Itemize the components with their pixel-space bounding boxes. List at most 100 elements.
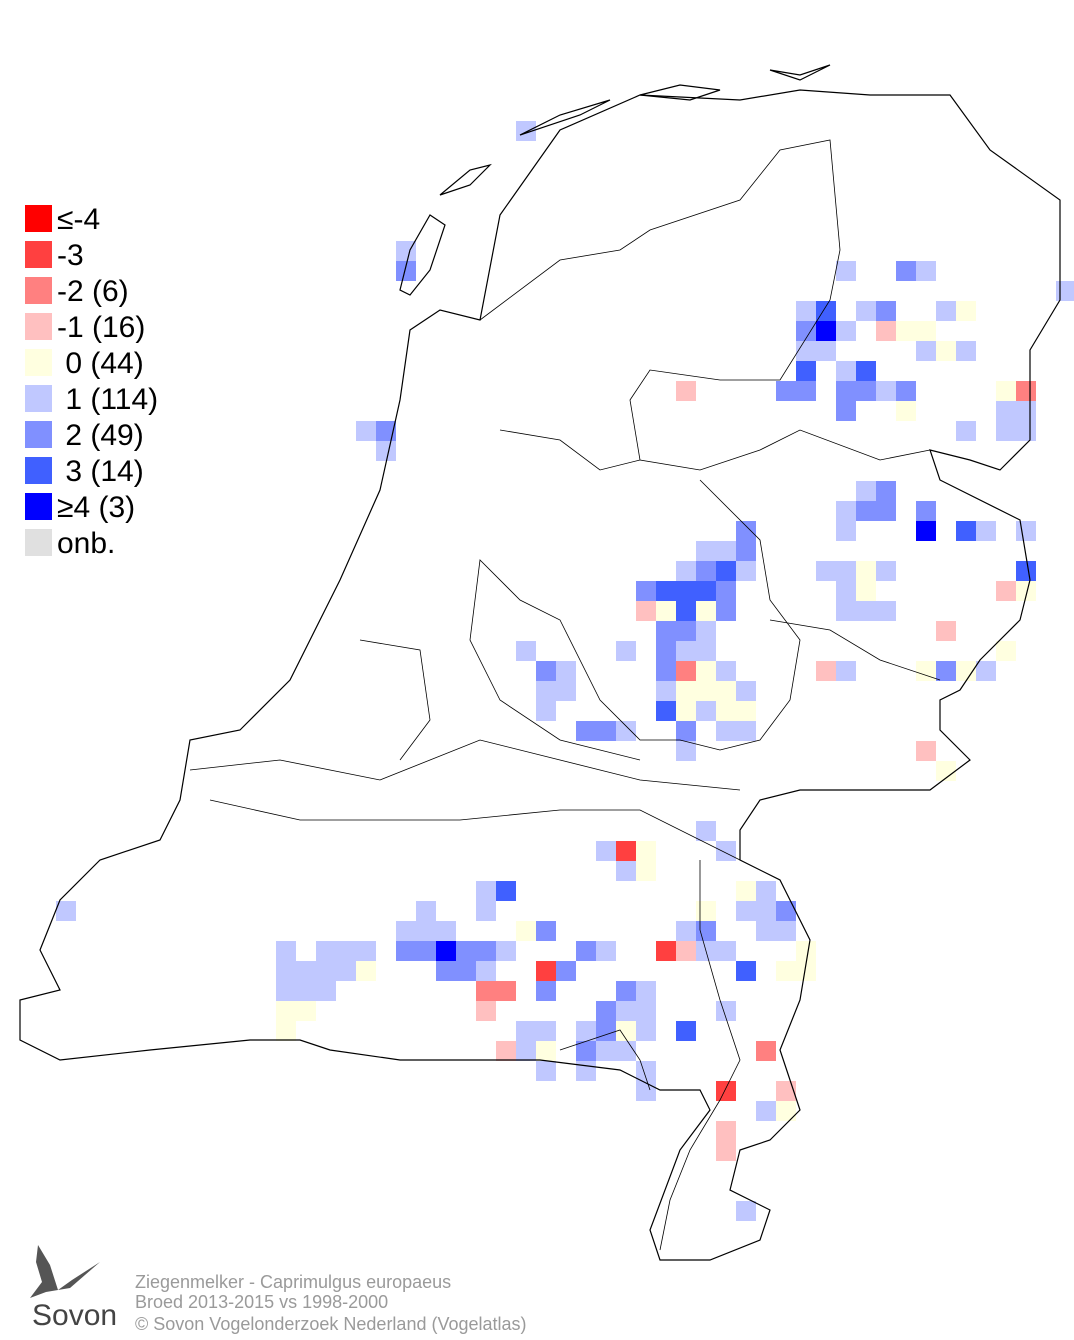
grid-cell	[816, 301, 836, 321]
grid-cell	[636, 981, 656, 1001]
grid-cell	[796, 961, 816, 981]
grid-cell	[736, 881, 756, 901]
legend-label: 0 (44)	[57, 347, 144, 380]
grid-cell	[876, 481, 896, 501]
grid-cell	[676, 921, 696, 941]
grid-cell	[696, 681, 716, 701]
grid-cell	[896, 261, 916, 281]
grid-cell	[716, 1141, 736, 1161]
grid-cell	[676, 381, 696, 401]
grid-cell	[856, 481, 876, 501]
grid-cell	[916, 661, 936, 681]
grid-cell	[836, 581, 856, 601]
grid-cell	[276, 961, 296, 981]
grid-cell	[796, 301, 816, 321]
grid-cell	[376, 421, 396, 441]
grid-cell	[936, 661, 956, 681]
grid-cell	[736, 541, 756, 561]
grid-cell	[996, 401, 1016, 421]
grid-cell	[856, 581, 876, 601]
grid-cell	[676, 941, 696, 961]
grid-cell	[456, 961, 476, 981]
grid-cell	[616, 641, 636, 661]
grid-cell	[616, 981, 636, 1001]
grid-cell	[996, 581, 1016, 601]
grid-cell	[716, 721, 736, 741]
legend-label: -3	[57, 239, 84, 272]
grid-cell	[1016, 581, 1036, 601]
legend-swatch	[25, 385, 52, 412]
grid-cell	[836, 381, 856, 401]
grid-cell	[276, 941, 296, 961]
grid-cell	[776, 1081, 796, 1101]
grid-cell	[676, 641, 696, 661]
grid-cell	[876, 601, 896, 621]
grid-cell	[796, 361, 816, 381]
grid-cell	[896, 381, 916, 401]
island	[519, 99, 611, 136]
grid-cell	[796, 341, 816, 361]
grid-cell	[556, 661, 576, 681]
grid-cell	[716, 841, 736, 861]
grid-cell	[656, 661, 676, 681]
logo-text: Sovon	[32, 1299, 117, 1332]
grid-cell	[476, 1001, 496, 1021]
island	[769, 64, 831, 81]
grid-cell	[1016, 381, 1036, 401]
grid-cell	[916, 341, 936, 361]
grid-cell	[716, 561, 736, 581]
grid-cell	[976, 521, 996, 541]
grid-cell	[656, 701, 676, 721]
grid-cell	[656, 621, 676, 641]
grid-cell	[816, 561, 836, 581]
grid-cell	[836, 501, 856, 521]
grid-cell	[836, 521, 856, 541]
grid-cell	[616, 841, 636, 861]
grid-cell	[676, 1021, 696, 1041]
grid-cell	[636, 861, 656, 881]
legend-swatch	[25, 241, 52, 268]
grid-cell	[616, 1001, 636, 1021]
legend-label: -2 (6)	[57, 275, 129, 308]
logo: Sovon	[30, 1245, 117, 1332]
grid-cell	[996, 381, 1016, 401]
grid-cell	[676, 701, 696, 721]
grid-cell	[576, 721, 596, 741]
grid-cell	[296, 1001, 316, 1021]
grid-cell	[536, 661, 556, 681]
grid-cell	[876, 561, 896, 581]
grid-cell	[656, 941, 676, 961]
grid-cell	[736, 901, 756, 921]
legend-swatch	[25, 349, 52, 376]
grid-cell	[696, 661, 716, 681]
grid-cell	[716, 601, 736, 621]
grid-cell	[716, 701, 736, 721]
grid-cell	[716, 941, 736, 961]
legend-label: onb.	[57, 527, 115, 560]
province-border	[559, 860, 741, 1251]
grid-cell	[676, 621, 696, 641]
grid-cell	[856, 381, 876, 401]
grid-cell	[676, 721, 696, 741]
grid-cell	[696, 921, 716, 941]
grid-cell	[516, 641, 536, 661]
grid-cell	[696, 541, 716, 561]
grid-cell	[436, 961, 456, 981]
grid-cell	[956, 661, 976, 681]
grid-cell	[476, 941, 496, 961]
grid-cell	[576, 941, 596, 961]
grid-cell	[876, 381, 896, 401]
province-border	[469, 429, 801, 761]
grid-cell	[776, 961, 796, 981]
grid-cell	[796, 941, 816, 961]
grid-cell	[816, 341, 836, 361]
grid-cell	[556, 961, 576, 981]
grid-cell	[296, 981, 316, 1001]
grid-cell	[656, 641, 676, 661]
grid-cell	[836, 561, 856, 581]
grid-cell	[916, 501, 936, 521]
grid-cell	[876, 501, 896, 521]
grid-cell	[736, 961, 756, 981]
grid-cell	[616, 1021, 636, 1041]
